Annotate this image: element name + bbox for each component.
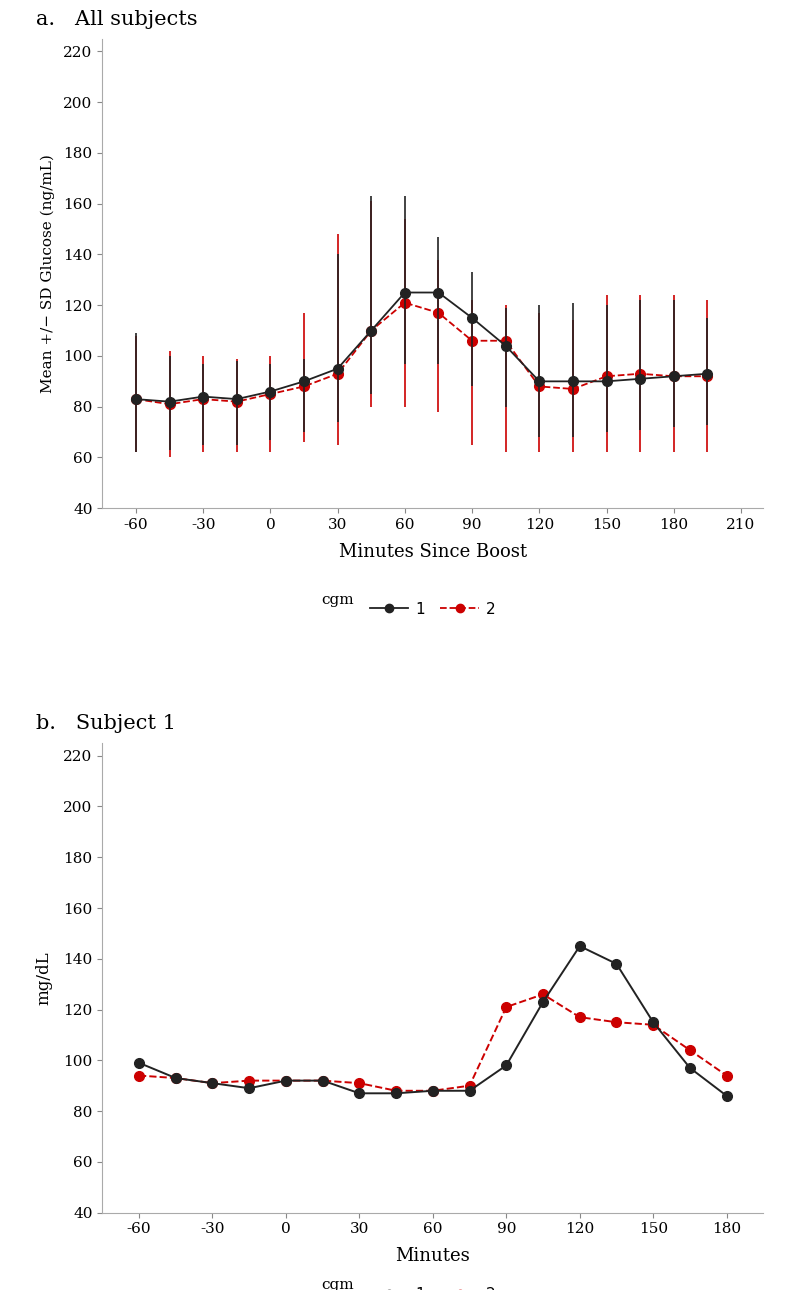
Text: b.   Subject 1: b. Subject 1 [36, 715, 176, 733]
Y-axis label: Mean +/− SD Glucose (ng/mL): Mean +/− SD Glucose (ng/mL) [41, 154, 55, 393]
X-axis label: Minutes: Minutes [396, 1247, 470, 1265]
Text: cgm: cgm [321, 1278, 353, 1290]
Legend: 1, 2: 1, 2 [364, 1281, 502, 1290]
Text: cgm: cgm [321, 593, 353, 606]
X-axis label: Minutes Since Boost: Minutes Since Boost [338, 543, 527, 561]
Y-axis label: mg/dL: mg/dL [35, 951, 52, 1005]
Text: a.   All subjects: a. All subjects [36, 10, 198, 28]
Legend: 1, 2: 1, 2 [364, 596, 502, 623]
